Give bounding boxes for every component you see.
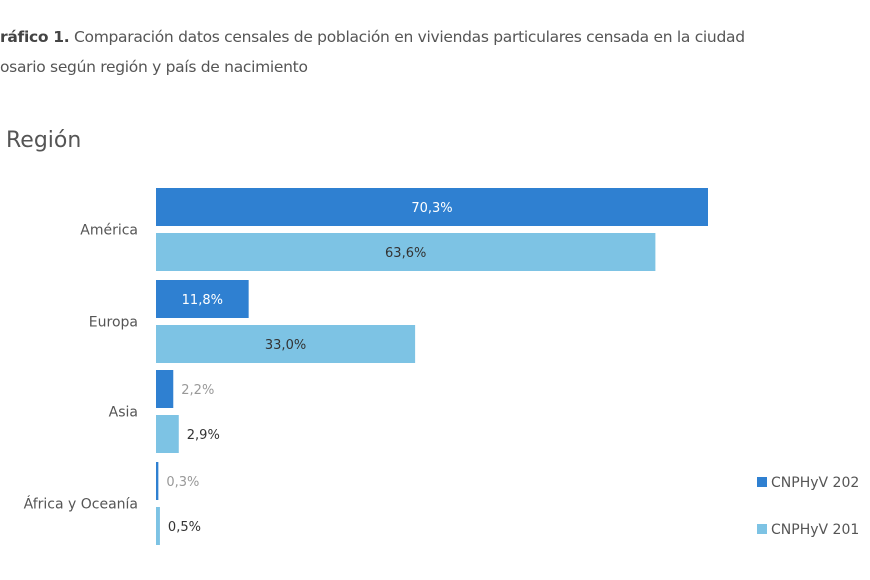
data-label: 11,8% (182, 293, 223, 308)
legend-swatch (757, 477, 767, 487)
bar (156, 415, 179, 453)
title-bold: ráfico 1. (0, 28, 70, 46)
category-label: América (80, 223, 138, 239)
data-label: 70,3% (411, 201, 452, 216)
category-label: África y Oceanía (24, 496, 138, 513)
data-label: 0,5% (168, 520, 201, 535)
chart-title-line2: osario según región y país de nacimiento (0, 58, 308, 76)
legend-swatch (757, 524, 767, 534)
legend-label: CNPHyV 201 (771, 522, 859, 538)
bar (156, 325, 416, 363)
bar (156, 188, 708, 226)
bar (156, 507, 160, 545)
category-label: Asia (109, 405, 138, 421)
data-label: 2,9% (187, 428, 220, 443)
chart-subtitle: Región (6, 128, 82, 153)
bar (156, 370, 174, 408)
category-label: Europa (89, 315, 138, 331)
data-label: 33,0% (265, 338, 306, 353)
bar (156, 233, 656, 271)
data-label: 63,6% (385, 246, 426, 261)
title-text: Comparación datos censales de población … (69, 28, 745, 46)
data-label: 2,2% (181, 383, 214, 398)
chart-title: ráfico 1. Comparación datos censales de … (0, 28, 745, 46)
legend-label: CNPHyV 202 (771, 475, 859, 491)
data-label: 0,3% (166, 475, 199, 490)
bar (156, 280, 249, 318)
bar (156, 462, 159, 500)
